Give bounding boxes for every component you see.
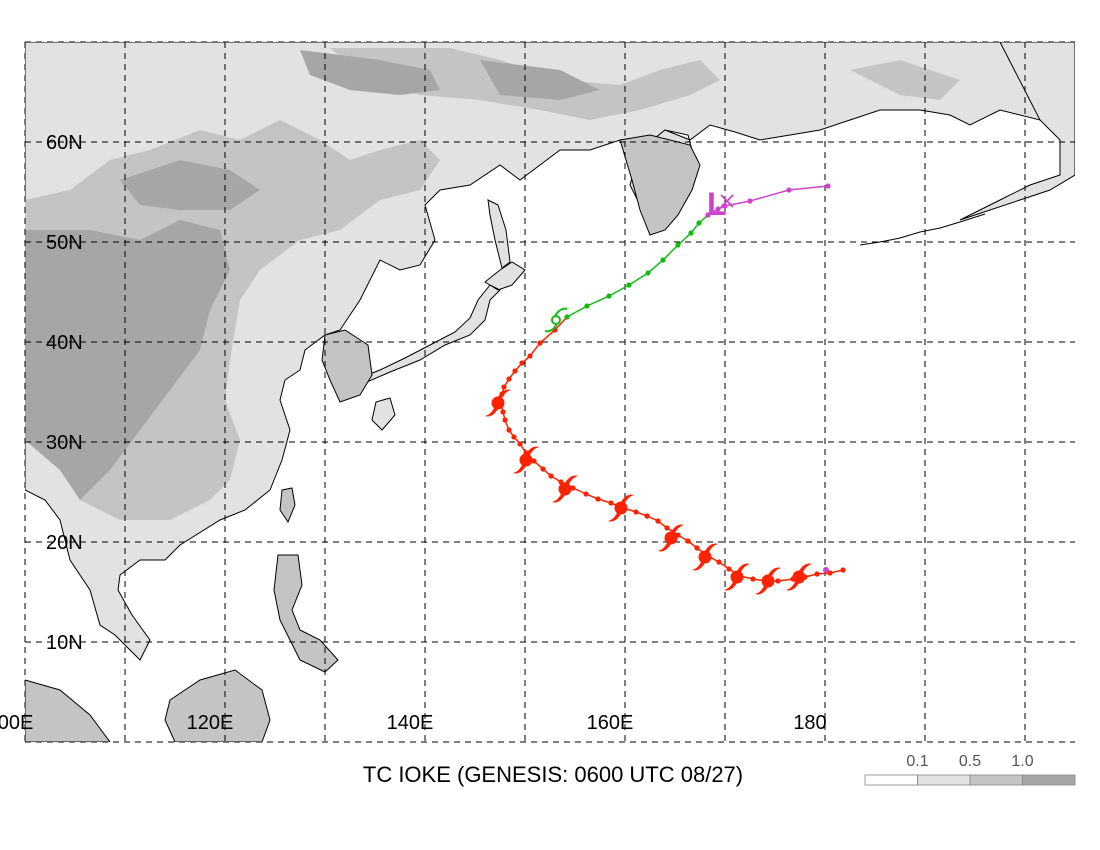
tropical-storm-icon	[544, 307, 568, 333]
track-point	[726, 566, 732, 572]
hurricane-icon	[755, 567, 781, 595]
hurricane-icon	[552, 475, 578, 503]
hurricane-icon	[786, 563, 812, 591]
hurricane-icon	[485, 389, 511, 417]
track-line-extratropical-transition	[566, 214, 709, 318]
track-point	[531, 458, 537, 464]
track-point	[595, 496, 601, 502]
hurricane-icon	[724, 563, 750, 591]
terrain-dark	[25, 50, 600, 500]
track-point	[645, 270, 651, 276]
hurricane-icon	[608, 494, 634, 522]
map-title: TC IOKE (GENESIS: 0600 UTC 08/27)	[363, 762, 743, 787]
track-point	[570, 485, 576, 491]
track-point	[633, 509, 639, 515]
terrain-shading	[25, 42, 1075, 742]
track-point	[840, 567, 846, 573]
longitude-label: 180	[793, 712, 826, 734]
longitude-label: 100E	[0, 712, 33, 734]
dissipation-x-icon	[720, 194, 734, 208]
track-point	[705, 212, 711, 218]
track-start-point	[823, 567, 829, 573]
graticule	[24, 41, 1075, 743]
hurricane-icon	[692, 543, 718, 571]
track-point	[500, 409, 506, 415]
track-point	[519, 360, 525, 366]
legend-swatch	[864, 774, 918, 786]
track-point	[825, 183, 831, 189]
track-point	[660, 257, 666, 263]
latitude-label: 50N	[46, 232, 83, 254]
terrain-mid	[25, 48, 960, 520]
track-point	[506, 376, 512, 382]
track-point	[502, 417, 508, 423]
taiwan	[279, 487, 296, 524]
legend-swatch	[917, 774, 971, 786]
track-point	[694, 545, 700, 551]
alaska-coast	[959, 42, 1075, 221]
latitude-label: 10N	[46, 632, 83, 654]
track-point	[688, 230, 694, 236]
track-point	[608, 500, 614, 506]
track-point	[775, 578, 781, 584]
intensity-legend: 0.1 0.5 1.0	[864, 753, 1076, 786]
track-point	[584, 303, 590, 309]
philippines	[273, 554, 339, 673]
longitude-label: 120E	[187, 712, 234, 734]
hurricane-icon	[513, 446, 539, 474]
legend-swatch	[969, 774, 1023, 786]
legend-swatch	[1022, 774, 1076, 786]
latitude-label: 20N	[46, 532, 83, 554]
track-point	[606, 293, 612, 299]
latitude-label: 30N	[46, 432, 83, 454]
legend-label: 1.0	[1011, 753, 1033, 770]
track-point	[715, 206, 721, 212]
track-point	[655, 518, 661, 524]
track-point	[827, 570, 833, 576]
track-point	[583, 491, 589, 497]
latitude-label: 60N	[46, 132, 83, 154]
track-point	[537, 340, 543, 346]
track-point	[564, 314, 570, 320]
track-point	[696, 220, 702, 226]
track-point	[716, 559, 722, 565]
track-point	[517, 441, 523, 447]
track-point	[540, 466, 546, 472]
legend-label: 0.5	[959, 753, 981, 770]
track-point	[814, 571, 820, 577]
track-point	[664, 525, 670, 531]
track-point	[644, 513, 650, 519]
track-point	[750, 576, 756, 582]
japan-islands	[339, 261, 526, 431]
sumatra	[25, 679, 111, 742]
track-point	[512, 368, 518, 374]
track-point	[506, 427, 512, 433]
sakhalin	[487, 199, 511, 269]
track-point	[747, 198, 753, 204]
borneo	[164, 669, 271, 742]
storm-symbols: L	[485, 186, 829, 595]
legend-label: 0.1	[906, 753, 928, 770]
track-point	[786, 187, 792, 193]
longitude-label: 160E	[587, 712, 634, 734]
hurricane-icon	[658, 524, 684, 552]
track-point	[685, 538, 691, 544]
axis-labels: 60N 50N 40N 30N 20N 10N 100E 120E 140E 160E 180	[0, 132, 827, 734]
track-point	[548, 473, 554, 479]
latitude-label: 40N	[46, 332, 83, 354]
track-point	[675, 242, 681, 248]
track-point	[501, 384, 507, 390]
longitude-label: 140E	[387, 712, 434, 734]
track-point	[626, 282, 632, 288]
track-point	[511, 434, 517, 440]
aleutian-islands	[859, 213, 986, 246]
track-point	[527, 353, 533, 359]
